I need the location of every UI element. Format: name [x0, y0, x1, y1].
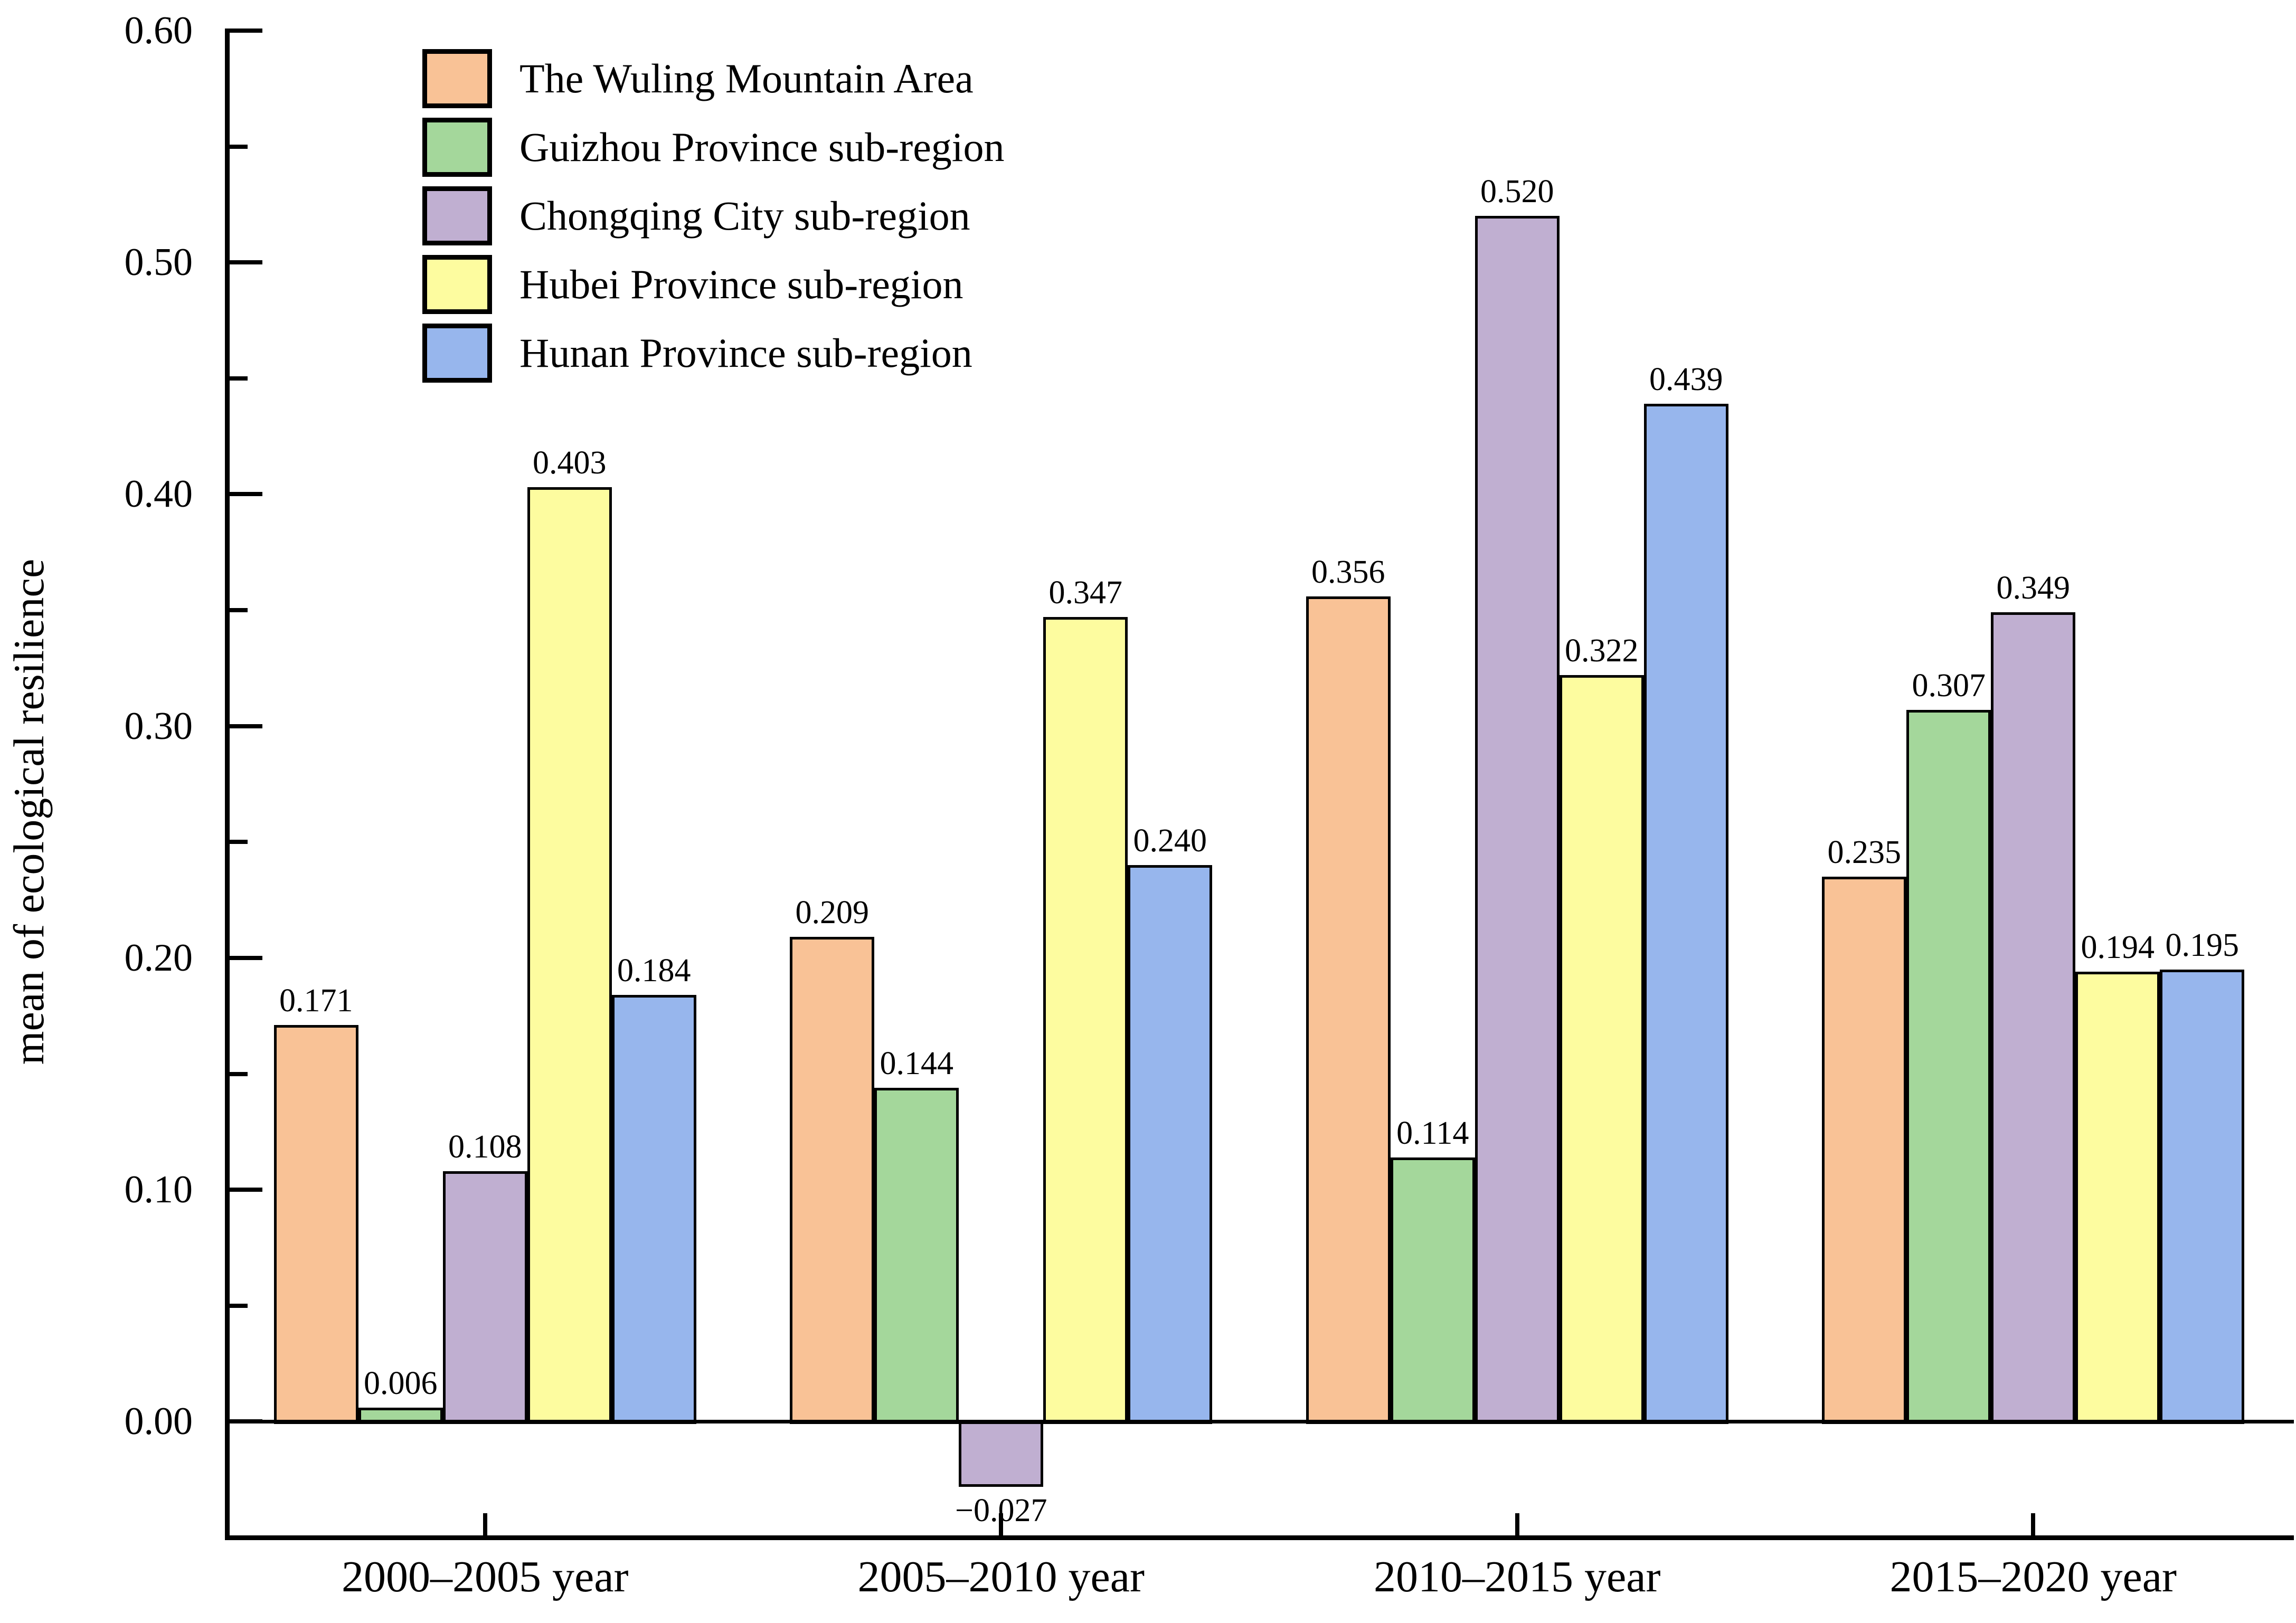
bar: [1128, 865, 1213, 1425]
legend-swatch: [422, 49, 492, 108]
bar-value-label: 0.240: [1133, 823, 1207, 859]
bar-value-label: 0.349: [1996, 570, 2071, 606]
y-tick-label: 0.50: [124, 241, 193, 284]
bar: [959, 1421, 1044, 1487]
y-minor-tick: [229, 1071, 248, 1076]
bar: [2075, 972, 2160, 1425]
x-axis-spine: [224, 1535, 2294, 1540]
legend-swatch: [422, 118, 492, 177]
y-major-tick: [229, 724, 262, 728]
legend-label: Hunan Province sub-region: [519, 330, 972, 376]
x-tick-label: 2015–2020 year: [1889, 1552, 2177, 1601]
bar-value-label: 0.108: [448, 1129, 522, 1165]
y-major-tick: [229, 1188, 262, 1192]
legend-swatch: [422, 186, 492, 245]
bar-value-label: 0.114: [1396, 1115, 1469, 1151]
y-tick-label: 0.20: [124, 936, 193, 980]
bar: [874, 1087, 959, 1425]
bar-value-label: 0.307: [1912, 667, 1986, 704]
y-tick-label: 0.10: [124, 1168, 193, 1212]
bar: [1043, 617, 1128, 1425]
bar: [527, 487, 612, 1425]
y-tick-label: 0.40: [124, 472, 193, 516]
bar-value-label: 0.006: [364, 1365, 438, 1402]
legend-item: Hunan Province sub-region: [422, 323, 972, 383]
bar: [273, 1025, 358, 1425]
bar-value-label: 0.356: [1311, 554, 1385, 590]
x-tick-label: 2000–2005 year: [341, 1552, 629, 1601]
bar: [1475, 216, 1560, 1425]
y-minor-tick: [229, 376, 248, 381]
legend-swatch: [422, 324, 492, 383]
y-major-tick: [229, 492, 262, 497]
bar-value-label: 0.235: [1827, 834, 1902, 871]
y-tick-label: 0.60: [124, 9, 193, 52]
bar: [1306, 596, 1391, 1425]
legend-item: Hubei Province sub-region: [422, 254, 963, 315]
legend-label: Guizhou Province sub-region: [519, 124, 1005, 170]
y-axis-spine: [224, 29, 230, 1540]
x-tick: [483, 1513, 487, 1535]
bar-value-label: 0.403: [533, 445, 607, 481]
bar-value-label: 0.184: [617, 953, 691, 989]
bar: [1390, 1157, 1475, 1425]
y-minor-tick: [229, 608, 248, 613]
bar-value-label: 0.322: [1565, 633, 1639, 669]
y-minor-tick: [229, 1303, 248, 1308]
bar: [1822, 877, 1907, 1425]
bar-value-label: 0.171: [279, 983, 353, 1019]
legend-label: Chongqing City sub-region: [519, 193, 970, 239]
bar: [1906, 709, 1991, 1425]
legend-label: The Wuling Mountain Area: [519, 55, 974, 101]
x-tick-label: 2005–2010 year: [857, 1552, 1145, 1601]
bar: [611, 995, 696, 1425]
y-minor-tick: [229, 144, 248, 149]
legend-item: The Wuling Mountain Area: [422, 49, 974, 109]
bar: [442, 1171, 527, 1425]
bar-value-label: 0.209: [795, 895, 870, 931]
y-tick-label: 0.00: [124, 1400, 193, 1444]
bar-value-label: 0.439: [1649, 362, 1723, 398]
bar: [1559, 675, 1644, 1425]
bar: [2160, 969, 2245, 1425]
legend-swatch: [422, 255, 492, 314]
y-major-tick: [229, 260, 262, 265]
y-minor-tick: [229, 840, 248, 844]
y-tick-label: 0.30: [124, 704, 193, 748]
legend-item: Guizhou Province sub-region: [422, 117, 1004, 177]
y-major-tick: [229, 29, 262, 33]
bar: [790, 937, 875, 1425]
bar-value-label: −0.027: [955, 1492, 1047, 1529]
zero-line: [224, 1419, 2294, 1423]
y-axis-title: mean of ecological resilience: [5, 558, 53, 1065]
bar-value-label: 0.520: [1480, 174, 1554, 210]
bar-value-label: 0.347: [1048, 575, 1123, 611]
x-tick: [1515, 1513, 1519, 1535]
legend-item: Chongqing City sub-region: [422, 186, 970, 246]
bar-value-label: 0.194: [2081, 929, 2155, 966]
bar: [1991, 612, 2076, 1425]
x-tick: [2031, 1513, 2036, 1535]
bar: [1643, 404, 1728, 1425]
x-tick-label: 2010–2015 year: [1373, 1552, 1661, 1601]
y-major-tick: [229, 955, 262, 960]
bar-value-label: 0.195: [2165, 927, 2240, 963]
x-tick: [999, 1513, 1004, 1535]
bar-value-label: 0.144: [880, 1045, 954, 1081]
legend-label: Hubei Province sub-region: [519, 261, 963, 307]
